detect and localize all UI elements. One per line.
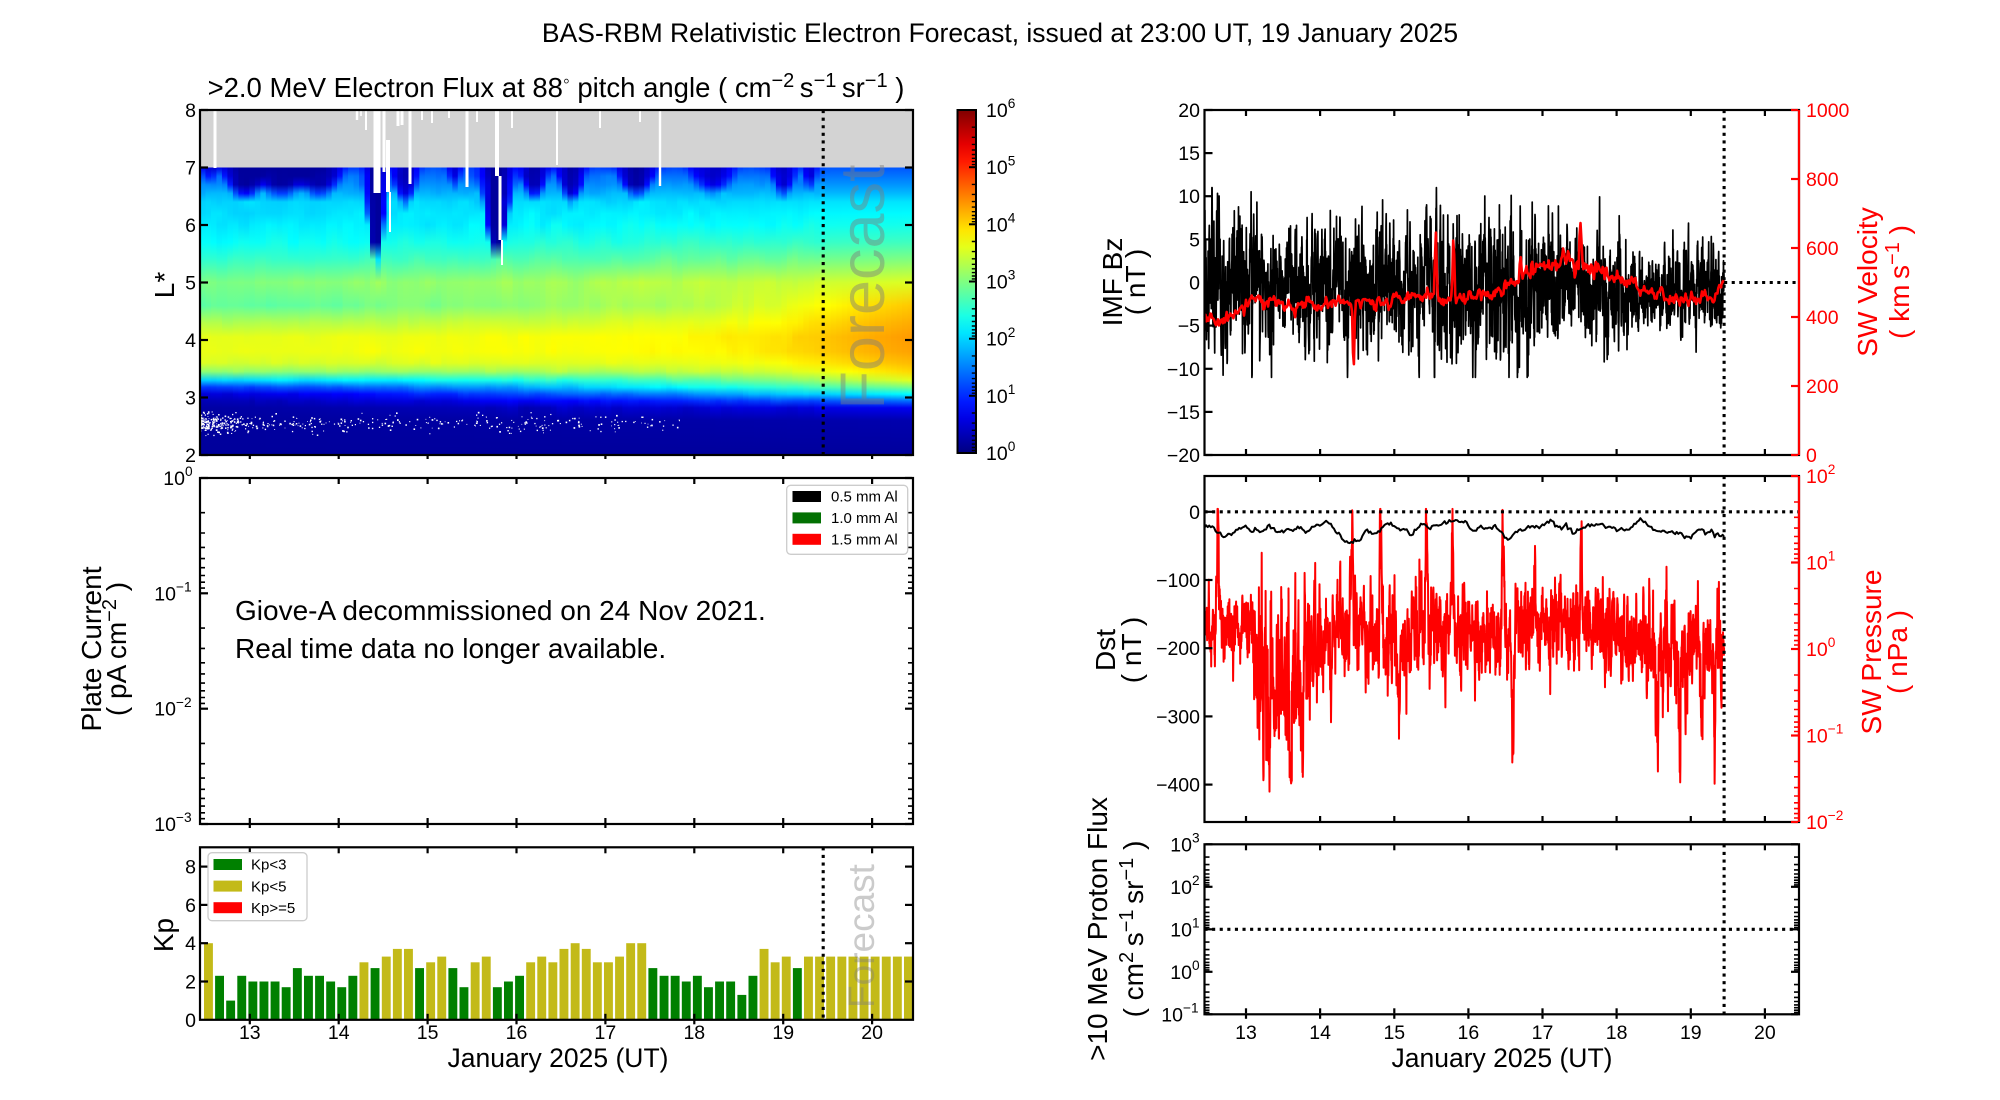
svg-text:101: 101 — [986, 382, 1015, 408]
svg-text:6: 6 — [185, 215, 196, 237]
svg-text:105: 105 — [986, 153, 1016, 179]
svg-text:4: 4 — [185, 933, 196, 955]
svg-text:( nT ): ( nT ) — [1116, 617, 1147, 683]
svg-text:102: 102 — [986, 325, 1015, 351]
svg-text:Forecast: Forecast — [841, 863, 882, 1008]
svg-text:1.5 mm Al: 1.5 mm Al — [831, 532, 898, 549]
svg-text:13: 13 — [1235, 1022, 1257, 1044]
svg-text:January 2025 (UT): January 2025 (UT) — [448, 1043, 669, 1073]
svg-text:16: 16 — [506, 1022, 528, 1044]
svg-text:10: 10 — [1178, 186, 1200, 208]
svg-text:6: 6 — [185, 895, 196, 917]
svg-text:>10 MeV Proton Flux: >10 MeV Proton Flux — [1082, 797, 1113, 1061]
svg-text:−10: −10 — [1167, 359, 1200, 381]
svg-text:L*: L* — [149, 272, 180, 299]
svg-text:3: 3 — [185, 388, 196, 410]
svg-text:Kp<5: Kp<5 — [251, 878, 286, 895]
svg-text:Dst: Dst — [1090, 629, 1121, 671]
svg-text:−100: −100 — [1156, 570, 1200, 592]
svg-text:104: 104 — [986, 211, 1016, 237]
svg-text:100: 100 — [163, 464, 193, 490]
svg-text:−5: −5 — [1178, 316, 1200, 338]
svg-text:200: 200 — [1806, 376, 1839, 398]
svg-text:14: 14 — [1309, 1022, 1331, 1044]
svg-text:5: 5 — [185, 273, 196, 295]
svg-text:Forecast: Forecast — [828, 164, 898, 410]
svg-text:7: 7 — [185, 158, 196, 180]
svg-text:18: 18 — [683, 1022, 705, 1044]
svg-text:15: 15 — [417, 1022, 439, 1044]
svg-text:14: 14 — [328, 1022, 350, 1044]
svg-text:SW Pressure: SW Pressure — [1856, 570, 1887, 735]
svg-text:( cm2 s−1 sr−1 ): ( cm2 s−1 sr−1 ) — [1116, 841, 1149, 1018]
svg-text:10−1: 10−1 — [1161, 1001, 1198, 1027]
svg-text:10−1: 10−1 — [154, 580, 191, 606]
svg-text:0.5 mm Al: 0.5 mm Al — [831, 489, 898, 506]
svg-text:16: 16 — [1458, 1022, 1480, 1044]
svg-text:102: 102 — [1170, 873, 1199, 899]
svg-text:January 2025 (UT): January 2025 (UT) — [1392, 1043, 1613, 1073]
svg-text:2: 2 — [185, 972, 196, 994]
svg-text:20: 20 — [1178, 100, 1200, 122]
svg-text:800: 800 — [1806, 169, 1839, 191]
svg-text:8: 8 — [185, 857, 196, 879]
svg-text:4: 4 — [185, 330, 196, 352]
svg-text:20: 20 — [861, 1022, 883, 1044]
svg-text:( nPa ): ( nPa ) — [1882, 610, 1913, 694]
svg-text:17: 17 — [1532, 1022, 1554, 1044]
svg-text:101: 101 — [1806, 549, 1835, 575]
svg-text:18: 18 — [1606, 1022, 1628, 1044]
svg-text:10−2: 10−2 — [154, 695, 191, 721]
svg-text:600: 600 — [1806, 238, 1839, 260]
svg-text:( pA cm−2 ): ( pA cm−2 ) — [99, 582, 132, 716]
svg-text:IMF Bz: IMF Bz — [1097, 238, 1128, 327]
svg-text:8: 8 — [185, 100, 196, 122]
svg-text:100: 100 — [1806, 635, 1836, 661]
svg-text:Real time data no longer avail: Real time data no longer available. — [235, 633, 666, 664]
svg-text:10−2: 10−2 — [1806, 808, 1843, 834]
svg-text:−15: −15 — [1167, 402, 1200, 424]
svg-text:0: 0 — [1189, 273, 1200, 295]
svg-text:106: 106 — [986, 96, 1016, 122]
svg-text:Giove-A decommissioned on 24 N: Giove-A decommissioned on 24 Nov 2021. — [235, 595, 766, 626]
svg-text:19: 19 — [772, 1022, 794, 1044]
svg-text:1000: 1000 — [1806, 100, 1850, 122]
svg-text:Kp>=5: Kp>=5 — [251, 900, 295, 917]
svg-text:SW Velocity: SW Velocity — [1852, 207, 1883, 356]
svg-text:Plate Current: Plate Current — [76, 566, 107, 731]
svg-text:102: 102 — [1806, 462, 1835, 488]
svg-text:10−1: 10−1 — [1806, 722, 1843, 748]
svg-text:Kp<3: Kp<3 — [251, 857, 286, 874]
svg-text:19: 19 — [1680, 1022, 1702, 1044]
svg-text:15: 15 — [1383, 1022, 1405, 1044]
svg-text:0: 0 — [1806, 445, 1817, 467]
svg-text:( km s−1 ): ( km s−1 ) — [1882, 225, 1915, 339]
svg-text:0: 0 — [1189, 502, 1200, 524]
svg-text:13: 13 — [239, 1022, 261, 1044]
svg-text:5: 5 — [1189, 229, 1200, 251]
svg-text:−300: −300 — [1156, 706, 1200, 728]
svg-text:10−3: 10−3 — [154, 810, 192, 836]
svg-text:17: 17 — [595, 1022, 617, 1044]
svg-text:Kp: Kp — [148, 918, 179, 952]
svg-text:101: 101 — [1170, 916, 1199, 942]
svg-text:15: 15 — [1178, 143, 1200, 165]
svg-text:−400: −400 — [1156, 775, 1200, 797]
svg-text:2: 2 — [185, 445, 196, 467]
svg-text:103: 103 — [986, 268, 1016, 294]
svg-text:100: 100 — [1170, 958, 1200, 984]
svg-text:( nT ): ( nT ) — [1120, 249, 1151, 315]
svg-text:−20: −20 — [1167, 445, 1200, 467]
svg-text:103: 103 — [1170, 831, 1200, 857]
svg-text:400: 400 — [1806, 307, 1839, 329]
svg-text:20: 20 — [1754, 1022, 1776, 1044]
svg-text:BAS-RBM Relativistic Electron: BAS-RBM Relativistic Electron Forecast, … — [542, 18, 1458, 48]
svg-text:−200: −200 — [1156, 638, 1200, 660]
svg-text:>2.0 MeV Electron Flux at 88◦: >2.0 MeV Electron Flux at 88◦ pitch angl… — [208, 70, 905, 103]
svg-text:100: 100 — [986, 439, 1016, 465]
svg-text:1.0 mm Al: 1.0 mm Al — [831, 510, 898, 527]
svg-text:0: 0 — [185, 1010, 196, 1032]
